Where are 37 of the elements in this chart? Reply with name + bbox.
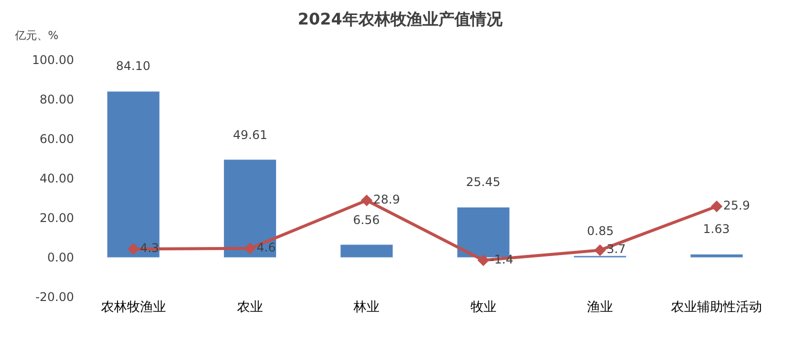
- data-label: 4.6: [256, 240, 276, 254]
- x-tick-label: 渔业: [587, 300, 613, 315]
- y-tick-label: 100.00: [32, 53, 74, 68]
- point: [477, 254, 490, 266]
- point: [594, 244, 606, 256]
- data-label: 3.7: [606, 242, 626, 256]
- data-label: -1.4: [490, 252, 514, 266]
- y-tick-label: 0.00: [47, 250, 74, 265]
- data-label: 25.45: [466, 175, 500, 189]
- data-label: 84.10: [116, 59, 150, 73]
- point: [244, 242, 256, 254]
- data-label: 25.9: [723, 198, 750, 212]
- x-tick-label: 林业: [352, 300, 380, 315]
- chart-title: 2024年农林牧渔业产值情况: [298, 10, 504, 29]
- data-label: 28.9: [373, 192, 400, 206]
- y-tick-label: 20.00: [40, 211, 74, 226]
- point: [127, 243, 140, 255]
- y-tick-label: 60.00: [40, 132, 74, 146]
- bar: [224, 159, 276, 258]
- x-tick-label: 农林牧渔业: [100, 300, 166, 315]
- y-tick-label: -20.00: [35, 290, 74, 304]
- y-tick-label: 40.00: [40, 172, 74, 186]
- bar: [106, 91, 160, 258]
- bar: [690, 254, 744, 258]
- x-tick-label: 农业辅助性活动: [671, 300, 762, 315]
- point: [360, 194, 373, 206]
- y-tick-label: 80.00: [40, 92, 74, 107]
- data-label: 1.63: [703, 222, 730, 236]
- data-label: 6.56: [353, 213, 380, 227]
- data-label: 49.61: [233, 128, 268, 142]
- bar: [340, 244, 394, 258]
- data-label: 4.3: [140, 241, 160, 256]
- point: [710, 200, 723, 212]
- y-axis-title: 亿元、%: [14, 29, 58, 42]
- x-tick-label: 农业: [237, 300, 263, 315]
- x-tick-label: 牧业: [470, 300, 496, 315]
- data-label: 0.85: [587, 224, 614, 238]
